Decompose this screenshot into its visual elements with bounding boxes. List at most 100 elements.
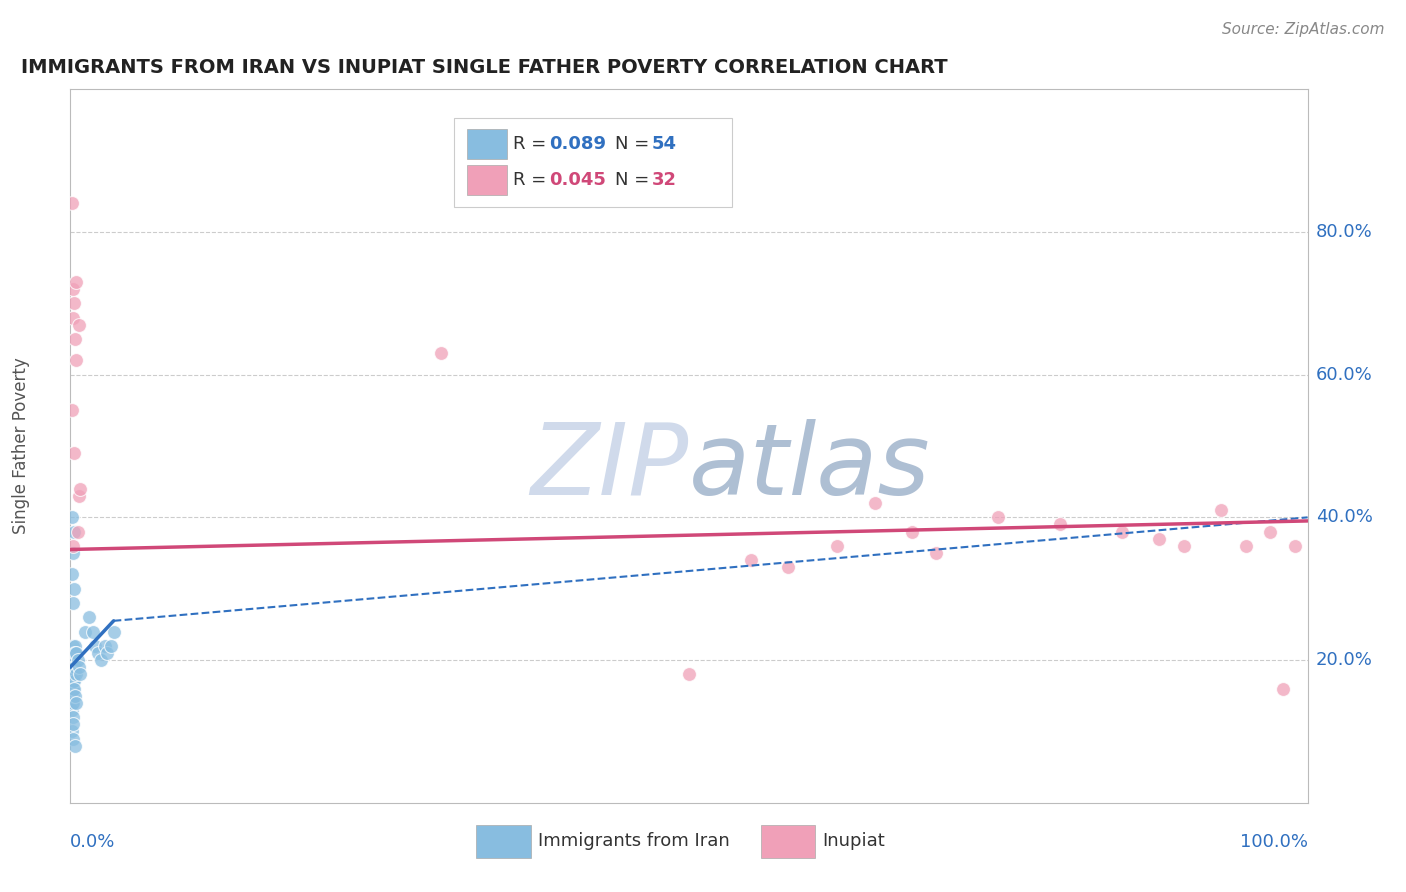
Point (77, 610, 100, 624)
Point (66, 524, 89, 539)
Text: 20.0%: 20.0% (1316, 651, 1372, 669)
Point (62, 310, 84, 325)
Point (63, 296, 86, 310)
Point (62, 546, 84, 560)
Text: Single Father Poverty: Single Father Poverty (11, 358, 30, 534)
Point (1209, 503, 1232, 517)
Text: N =: N = (614, 136, 655, 153)
Point (62, 731, 84, 746)
Text: 40.0%: 40.0% (1316, 508, 1372, 526)
Point (96, 646, 118, 660)
Point (62, 696, 84, 710)
Point (60, 660, 83, 674)
Text: 100.0%: 100.0% (1240, 833, 1308, 851)
Point (84, 639, 107, 653)
Point (63, 653, 86, 667)
FancyBboxPatch shape (454, 118, 733, 207)
Point (430, 346, 453, 360)
Point (678, 667, 700, 681)
Point (63, 446, 86, 460)
Text: 32: 32 (652, 171, 676, 189)
Point (776, 560, 799, 574)
Text: IMMIGRANTS FROM IRAN VS INUPIAT SINGLE FATHER POVERTY CORRELATION CHART: IMMIGRANTS FROM IRAN VS INUPIAT SINGLE F… (21, 57, 948, 77)
Text: 60.0%: 60.0% (1316, 366, 1372, 384)
Text: ZIP: ZIP (530, 419, 689, 516)
Point (62, 710, 84, 724)
Point (62, 596, 84, 610)
Point (987, 510, 1010, 524)
Point (65, 667, 87, 681)
Point (60, 567, 83, 582)
Point (1147, 532, 1170, 546)
Text: 80.0%: 80.0% (1316, 223, 1372, 241)
Point (863, 496, 886, 510)
Point (1111, 524, 1133, 539)
Point (740, 553, 762, 567)
Point (1049, 517, 1071, 532)
Text: atlas: atlas (689, 419, 931, 516)
Point (60, 653, 83, 667)
Point (63, 660, 86, 674)
Point (60, 510, 83, 524)
Point (75, 624, 97, 639)
Point (1173, 539, 1195, 553)
Point (63, 681, 86, 696)
Point (1284, 539, 1306, 553)
Point (65, 639, 87, 653)
Text: R =: R = (513, 171, 553, 189)
Point (62, 539, 84, 553)
Text: Source: ZipAtlas.com: Source: ZipAtlas.com (1222, 22, 1385, 37)
Text: Inupiat: Inupiat (823, 832, 886, 850)
Point (62, 667, 84, 681)
Point (69, 667, 91, 681)
Point (65, 332, 87, 346)
Point (65, 353, 87, 368)
Point (1260, 524, 1282, 539)
Point (60, 196, 83, 211)
FancyBboxPatch shape (467, 165, 508, 194)
Text: 0.0%: 0.0% (70, 833, 115, 851)
Point (60, 681, 83, 696)
Point (925, 546, 948, 560)
Point (63, 582, 86, 596)
Text: 0.089: 0.089 (550, 136, 606, 153)
Point (1271, 681, 1294, 696)
Point (103, 624, 125, 639)
Point (67, 318, 90, 332)
Point (63, 646, 86, 660)
Point (62, 653, 84, 667)
Point (65, 739, 87, 753)
Text: 54: 54 (652, 136, 676, 153)
Point (60, 674, 83, 689)
FancyBboxPatch shape (477, 825, 530, 858)
Point (65, 689, 87, 703)
Point (60, 689, 83, 703)
Point (86, 646, 108, 660)
Point (67, 660, 90, 674)
Text: N =: N = (614, 171, 655, 189)
FancyBboxPatch shape (761, 825, 815, 858)
Point (63, 524, 86, 539)
Point (62, 282, 84, 296)
Point (60, 724, 83, 739)
Point (90, 653, 112, 667)
Point (65, 696, 87, 710)
Point (900, 524, 922, 539)
Point (63, 674, 86, 689)
Point (827, 539, 849, 553)
Point (1234, 539, 1257, 553)
Point (94, 639, 117, 653)
Point (62, 646, 84, 660)
Text: R =: R = (513, 136, 553, 153)
Point (63, 667, 86, 681)
Point (65, 660, 87, 674)
Point (67, 489, 90, 503)
Point (62, 717, 84, 731)
Point (60, 696, 83, 710)
Point (62, 674, 84, 689)
Point (100, 639, 122, 653)
Point (62, 660, 84, 674)
Point (62, 689, 84, 703)
FancyBboxPatch shape (467, 129, 508, 159)
Text: Immigrants from Iran: Immigrants from Iran (538, 832, 730, 850)
